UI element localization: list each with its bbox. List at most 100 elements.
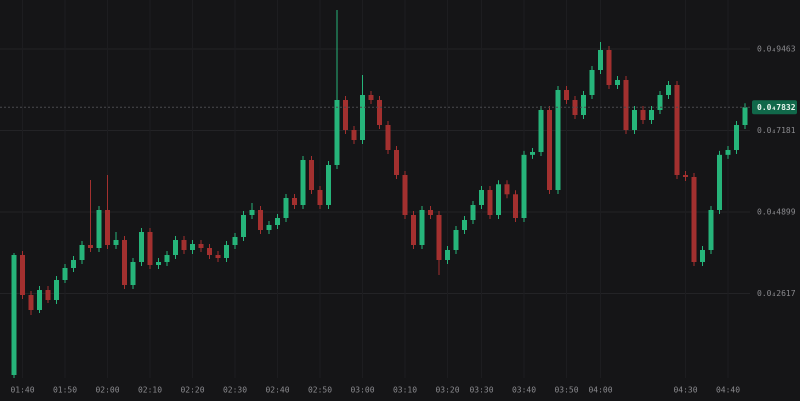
candle-body: [122, 240, 127, 285]
candle-body: [623, 80, 629, 130]
candle-body: [470, 205, 476, 220]
candle-body: [241, 215, 246, 237]
candle-body: [521, 154, 527, 218]
candle-body: [402, 175, 408, 215]
candle-body: [725, 150, 731, 155]
candle-body: [283, 198, 289, 218]
candle-body: [300, 160, 306, 205]
x-tick-label: 02:30: [223, 386, 247, 395]
candle-body: [54, 280, 59, 300]
candle-body: [343, 100, 348, 130]
candle-body: [606, 50, 612, 85]
candle-body: [657, 95, 663, 110]
y-tick-label: 0.0₄4899: [757, 208, 796, 217]
candle-body: [530, 152, 535, 155]
x-tick-label: 04:40: [716, 386, 740, 395]
candle-body: [368, 95, 374, 100]
x-tick-label: 03:30: [469, 386, 493, 395]
y-tick-label: 0.0₄9463: [757, 45, 796, 54]
candle-body: [598, 50, 603, 70]
candle-body: [181, 240, 187, 250]
candle-body: [674, 85, 680, 175]
candle-body: [309, 160, 314, 190]
candle-body: [453, 230, 459, 250]
candle-body: [419, 210, 425, 245]
candle-body: [249, 210, 255, 215]
candle-body: [615, 80, 620, 85]
candle-body: [190, 244, 195, 250]
candle-body: [691, 177, 697, 262]
candle-body: [385, 125, 391, 150]
candle-body: [555, 90, 561, 190]
x-tick-label: 02:10: [138, 386, 162, 395]
candle-body: [224, 245, 229, 258]
candle-body: [589, 70, 595, 95]
y-tick-label: 0.0₄7181: [757, 126, 796, 135]
candle-body: [326, 165, 331, 205]
candle-body: [683, 175, 688, 177]
x-tick-label: 03:20: [435, 386, 459, 395]
candle-body: [28, 295, 34, 310]
x-tick-label: 02:00: [95, 386, 119, 395]
candle-body: [113, 240, 119, 245]
candle-body: [666, 85, 671, 95]
candle-body: [164, 255, 170, 262]
candle-body: [649, 110, 654, 120]
candle-body: [394, 150, 399, 175]
candle-body: [538, 110, 544, 152]
candle-body: [139, 232, 144, 262]
last-price-box: [752, 100, 797, 115]
candle-body: [377, 100, 382, 125]
candle-body: [105, 210, 110, 245]
candle-body: [572, 100, 578, 115]
x-tick-label: 03:00: [350, 386, 374, 395]
candle-body: [504, 184, 510, 195]
x-tick-label: 04:00: [588, 386, 612, 395]
candle-body: [317, 190, 323, 205]
x-tick-label: 02:40: [265, 386, 289, 395]
candle-body: [717, 154, 722, 210]
x-tick-label: 03:10: [393, 386, 417, 395]
x-tick-label: 04:30: [673, 386, 697, 395]
candle-body: [581, 95, 586, 115]
candle-body: [62, 268, 68, 280]
candle-body: [130, 262, 136, 285]
candle-body: [496, 184, 501, 215]
candle-body: [487, 190, 493, 215]
candle-body: [45, 290, 51, 300]
candle-body: [513, 194, 518, 218]
candle-body: [564, 90, 569, 100]
x-tick-label: 01:40: [10, 386, 34, 395]
x-tick-label: 03:40: [512, 386, 536, 395]
candle-body: [232, 237, 238, 245]
x-tick-label: 03:50: [554, 386, 578, 395]
candle-body: [198, 244, 204, 248]
candle-body: [547, 110, 552, 190]
candle-body: [292, 198, 297, 205]
candle-body: [266, 225, 272, 230]
candle-body: [20, 255, 25, 295]
x-tick-label: 02:20: [180, 386, 204, 395]
candle-body: [37, 290, 42, 310]
candle-body: [708, 210, 714, 250]
candle-body: [88, 245, 93, 248]
x-tick-label: 02:50: [308, 386, 332, 395]
candle-body: [462, 220, 467, 230]
candle-body: [640, 110, 646, 120]
candle-body: [436, 215, 442, 260]
candle-body: [156, 262, 161, 265]
candle-body: [700, 250, 705, 262]
candle-body: [215, 255, 221, 258]
candle-body: [173, 240, 178, 255]
last-price-label: 0.0₄7832: [757, 103, 796, 112]
candle-body: [258, 210, 263, 230]
y-tick-label: 0.0₄2617: [757, 289, 796, 298]
x-tick-label: 01:50: [53, 386, 77, 395]
candle-body: [11, 255, 17, 375]
candle-body: [479, 190, 484, 205]
candle-body: [411, 215, 416, 245]
candle-body: [79, 245, 85, 260]
